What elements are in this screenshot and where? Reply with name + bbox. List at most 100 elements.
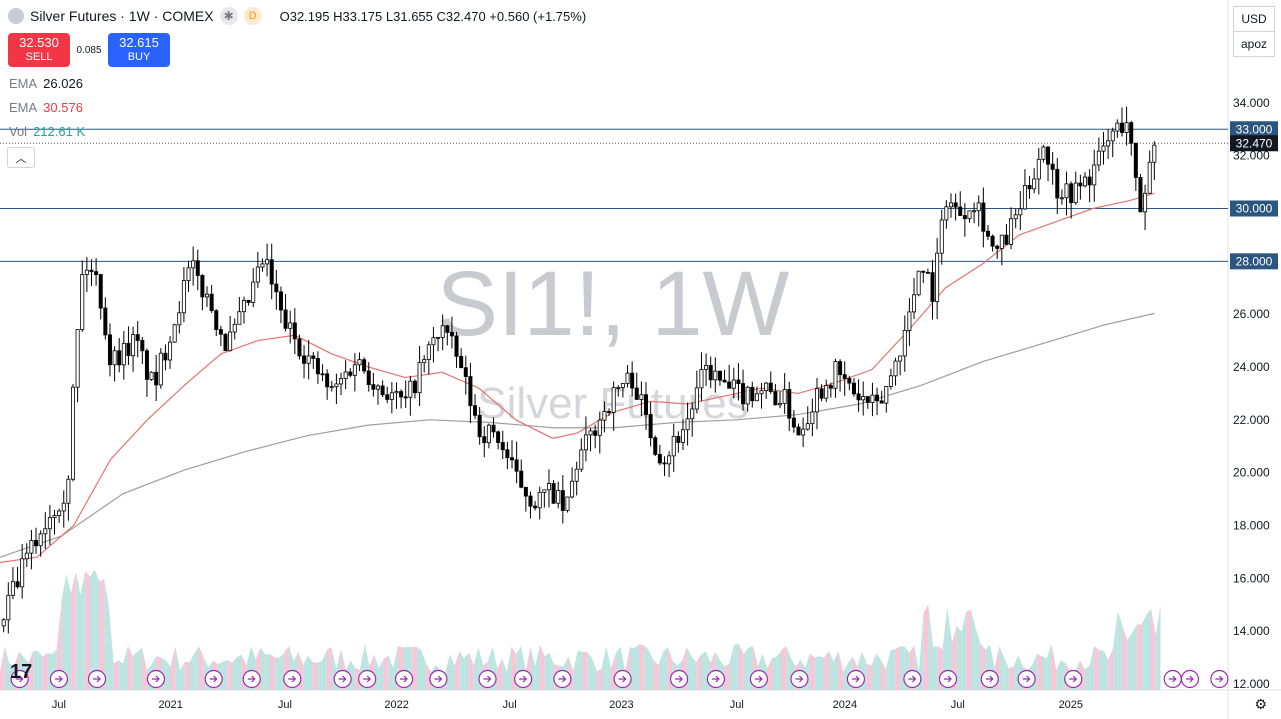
volume-bar (227, 660, 233, 690)
event-marker-arrow (908, 675, 917, 683)
volume-bar (350, 660, 356, 690)
candle-body (24, 552, 29, 560)
x-tick-label: 2024 (833, 699, 857, 711)
candle-body (163, 352, 168, 361)
candle-body (315, 358, 320, 375)
volume-bar (786, 645, 792, 690)
volume-bar (28, 650, 34, 690)
candle-body (1013, 214, 1018, 220)
candle-body (112, 350, 117, 366)
symbol-title[interactable]: Silver Futures · 1W · COMEX (30, 8, 214, 24)
x-tick-label: 2025 (1059, 699, 1083, 711)
candle-body (537, 491, 542, 509)
volume-bar (776, 650, 782, 690)
candle-body (352, 364, 357, 376)
event-marker-arrow (795, 675, 804, 683)
volume-bar (1051, 644, 1057, 690)
volume-bar (970, 609, 976, 690)
candle-body (200, 275, 205, 298)
candle-body (542, 489, 547, 493)
candle-body (824, 385, 829, 399)
candle-body (995, 245, 1000, 249)
candle-body (1147, 161, 1152, 194)
volume-bar (928, 604, 934, 690)
indicator-volume[interactable]: Vol 212.61 K (9, 124, 86, 139)
event-marker-arrow (1185, 675, 1194, 683)
candle-body (408, 380, 413, 398)
level-price-label: 28.000 (1236, 254, 1273, 268)
candle-body (893, 360, 898, 377)
ema-fast-line (0, 192, 1155, 564)
x-tick-label: 2021 (158, 699, 182, 711)
event-marker-arrow (247, 675, 256, 683)
candle-body (648, 414, 653, 439)
scale-mode-button[interactable]: apoz (1233, 31, 1275, 57)
volume-bar (502, 658, 507, 690)
candle-body (999, 234, 1004, 249)
candle-body (704, 365, 709, 370)
volume-bar (80, 570, 86, 690)
event-marker-arrow (985, 675, 994, 683)
data-source-badge[interactable]: D (243, 7, 262, 25)
y-tick-label: 12.000 (1233, 677, 1270, 691)
candle-body (1096, 150, 1101, 166)
candle-body (399, 391, 404, 398)
volume-bar (123, 645, 128, 690)
chevron-up-icon[interactable]: ︿ (7, 147, 35, 168)
volume-bar (1117, 611, 1123, 690)
candle-body (680, 429, 685, 443)
candle-body (241, 300, 246, 313)
volume-bar (61, 574, 67, 690)
candle-body (417, 362, 422, 394)
volume-bar (33, 650, 38, 690)
volume-bar (686, 647, 692, 690)
x-tick-label: Jul (503, 699, 517, 711)
candle-body (639, 394, 644, 400)
volume-bar (691, 656, 697, 690)
volume-bar (416, 646, 422, 690)
candle-body (736, 379, 741, 384)
event-marker-arrow (618, 675, 627, 683)
candle-body (126, 342, 131, 357)
volume-bar (118, 660, 124, 690)
candle-body (61, 502, 66, 512)
volume-bar (1094, 646, 1099, 690)
sell-button[interactable]: 32.530 SELL (8, 33, 70, 67)
volume-bar (772, 656, 777, 690)
volume-bar (899, 646, 905, 690)
volume-bar (75, 572, 81, 690)
indicator-ema-2[interactable]: EMA 30.576 (9, 100, 83, 115)
volume-bar (473, 647, 479, 690)
currency-button[interactable]: USD (1233, 6, 1275, 32)
volume-bar (142, 647, 147, 690)
candle-body (528, 495, 533, 507)
volume-bar (596, 668, 602, 690)
buy-button[interactable]: 32.615 BUY (108, 33, 170, 67)
ohlc-values: O32.195 H33.175 L31.655 C32.470 +0.560 (… (279, 8, 587, 24)
candle-body (514, 459, 519, 472)
candle-body (75, 329, 80, 388)
candle-body (6, 594, 11, 621)
volume-bar (66, 574, 72, 690)
volume-bar (611, 652, 616, 690)
event-marker-arrow (754, 675, 763, 683)
candle-body (1092, 164, 1097, 186)
candle-body (1064, 183, 1069, 199)
candle-body (57, 510, 62, 516)
volume-bar (767, 658, 773, 690)
indicator-ema-1[interactable]: EMA 26.026 (9, 76, 83, 91)
candle-body (412, 380, 417, 394)
candle-body (1119, 122, 1124, 133)
candle-body (140, 340, 145, 352)
gear-icon[interactable]: ⚙ (1254, 696, 1267, 712)
volume-bar (828, 650, 834, 690)
volume-bar (819, 656, 825, 690)
candle-body (533, 505, 538, 509)
volume-bar (1084, 665, 1090, 690)
candle-body (385, 394, 390, 400)
candle-body (283, 309, 288, 329)
star-icon[interactable]: ✱ (219, 7, 238, 25)
candle-body (588, 430, 593, 436)
volume-bar (933, 646, 938, 690)
